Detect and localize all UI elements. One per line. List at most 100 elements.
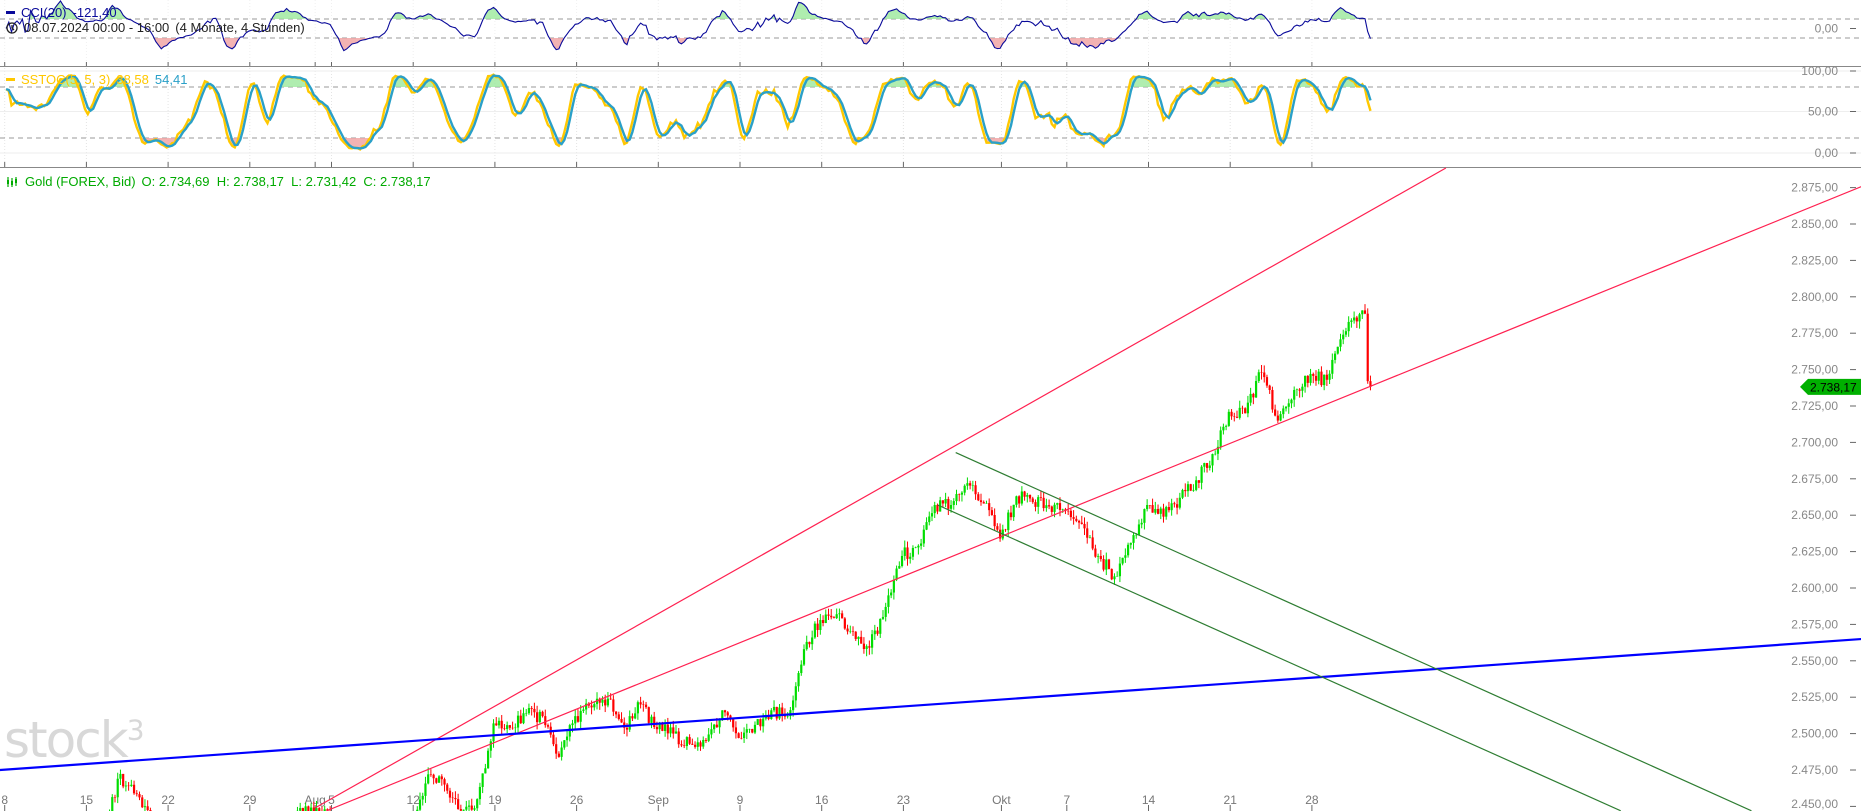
candle-body	[492, 723, 495, 742]
candle-body	[416, 809, 419, 811]
candle-body	[1086, 528, 1089, 538]
candle-body	[1184, 489, 1187, 492]
candle-body	[680, 744, 683, 746]
candle-body	[870, 634, 874, 648]
candle-body	[941, 500, 944, 504]
candle-body	[1246, 402, 1250, 414]
candle-body	[1219, 430, 1222, 447]
sstoc-swatch	[6, 78, 15, 81]
candle-body	[1018, 496, 1021, 504]
candle-body	[1039, 497, 1043, 498]
candle-body	[429, 774, 433, 775]
candle-body	[1094, 548, 1097, 557]
candle-body	[1110, 568, 1113, 580]
candle-body	[669, 727, 672, 734]
sstoc-oversold-fill	[6, 138, 1371, 150]
candle-body	[1293, 389, 1296, 400]
candle-body	[1124, 555, 1127, 558]
price-axis-label: 2.600,00	[1791, 581, 1838, 595]
candle-body	[947, 498, 950, 509]
candle-body	[666, 724, 669, 734]
candle-body	[816, 623, 819, 631]
candle-body	[783, 715, 787, 717]
candle-body	[497, 720, 501, 726]
candle-body	[544, 716, 547, 726]
candle-body	[323, 809, 326, 811]
candle-body	[546, 725, 550, 727]
candle-body	[473, 808, 476, 810]
candle-body	[146, 806, 149, 811]
candle-body	[876, 630, 879, 634]
instrument-name[interactable]: Gold (FOREX, Bid)	[25, 174, 136, 189]
candle-body	[582, 709, 585, 711]
candle-body	[1355, 317, 1358, 322]
candle-body	[800, 664, 803, 674]
candle-body	[653, 716, 656, 728]
instrument-legend: Gold (FOREX, Bid) O: 2.734,69 H: 2.738,1…	[6, 174, 431, 189]
candle-body	[612, 699, 615, 712]
red-trendline	[326, 186, 1861, 811]
candle-body	[459, 809, 462, 811]
candle-body	[775, 706, 778, 719]
candle-body	[767, 715, 770, 719]
candle-body	[1075, 518, 1078, 521]
candle-body	[1260, 372, 1263, 373]
price-axis-label: 2.575,00	[1791, 617, 1838, 631]
x-tick-label: 21	[1224, 793, 1238, 807]
candle-body	[1189, 484, 1192, 491]
candle-body	[647, 707, 650, 723]
candle-body	[1004, 529, 1007, 531]
x-tick-label: 14	[1142, 793, 1156, 807]
candle-body	[1203, 463, 1206, 467]
candle-body	[911, 547, 915, 557]
clock-icon	[6, 21, 18, 34]
candle-body	[124, 785, 127, 787]
candle-body	[1151, 505, 1154, 513]
candle-body	[1156, 508, 1160, 514]
candle-body	[1222, 426, 1225, 431]
candle-body	[1170, 503, 1173, 511]
candle-body	[1023, 491, 1026, 497]
sstoc-legend: SSTOC(5, 5, 3) 38,58 54,41	[6, 72, 187, 87]
candle-body	[1069, 510, 1072, 518]
candlestick-icon	[7, 176, 17, 187]
candle-body	[484, 768, 487, 774]
candle-body	[898, 566, 901, 569]
candle-body	[792, 700, 795, 711]
candle-body	[489, 741, 492, 751]
candle-body	[639, 702, 642, 705]
candle-body	[552, 734, 555, 745]
candle-body	[873, 630, 876, 635]
candle-body	[307, 806, 310, 811]
candle-body	[1254, 380, 1258, 398]
candle-body	[628, 716, 631, 730]
candle-body	[119, 773, 122, 779]
candle-body	[443, 779, 446, 785]
price-axis-label: 2.825,00	[1791, 253, 1838, 267]
stock3-watermark: stock3	[4, 711, 145, 769]
candle-body	[437, 776, 441, 783]
candle-body	[1053, 504, 1056, 512]
candle-body	[772, 706, 776, 711]
candle-body	[1028, 494, 1032, 499]
x-tick-label: 19	[488, 793, 502, 807]
candle-body	[748, 728, 751, 730]
candle-body	[601, 699, 604, 703]
candle-body	[819, 620, 822, 631]
candle-body	[519, 715, 522, 724]
x-tick-label: Okt	[992, 793, 1011, 807]
candle-body	[1252, 393, 1255, 398]
timerange: 08.07.2024 00:00 - 16:00	[24, 20, 170, 35]
candle-body	[462, 809, 465, 811]
candle-body	[969, 483, 972, 486]
candle-body	[1233, 416, 1236, 417]
candle-body	[478, 786, 482, 800]
candle-body	[1105, 559, 1108, 570]
candle-body	[1257, 372, 1260, 381]
candle-body	[846, 628, 849, 632]
candle-body	[781, 707, 784, 716]
candle-body	[560, 747, 563, 757]
candle-body	[753, 724, 757, 733]
candle-body	[1020, 491, 1023, 504]
